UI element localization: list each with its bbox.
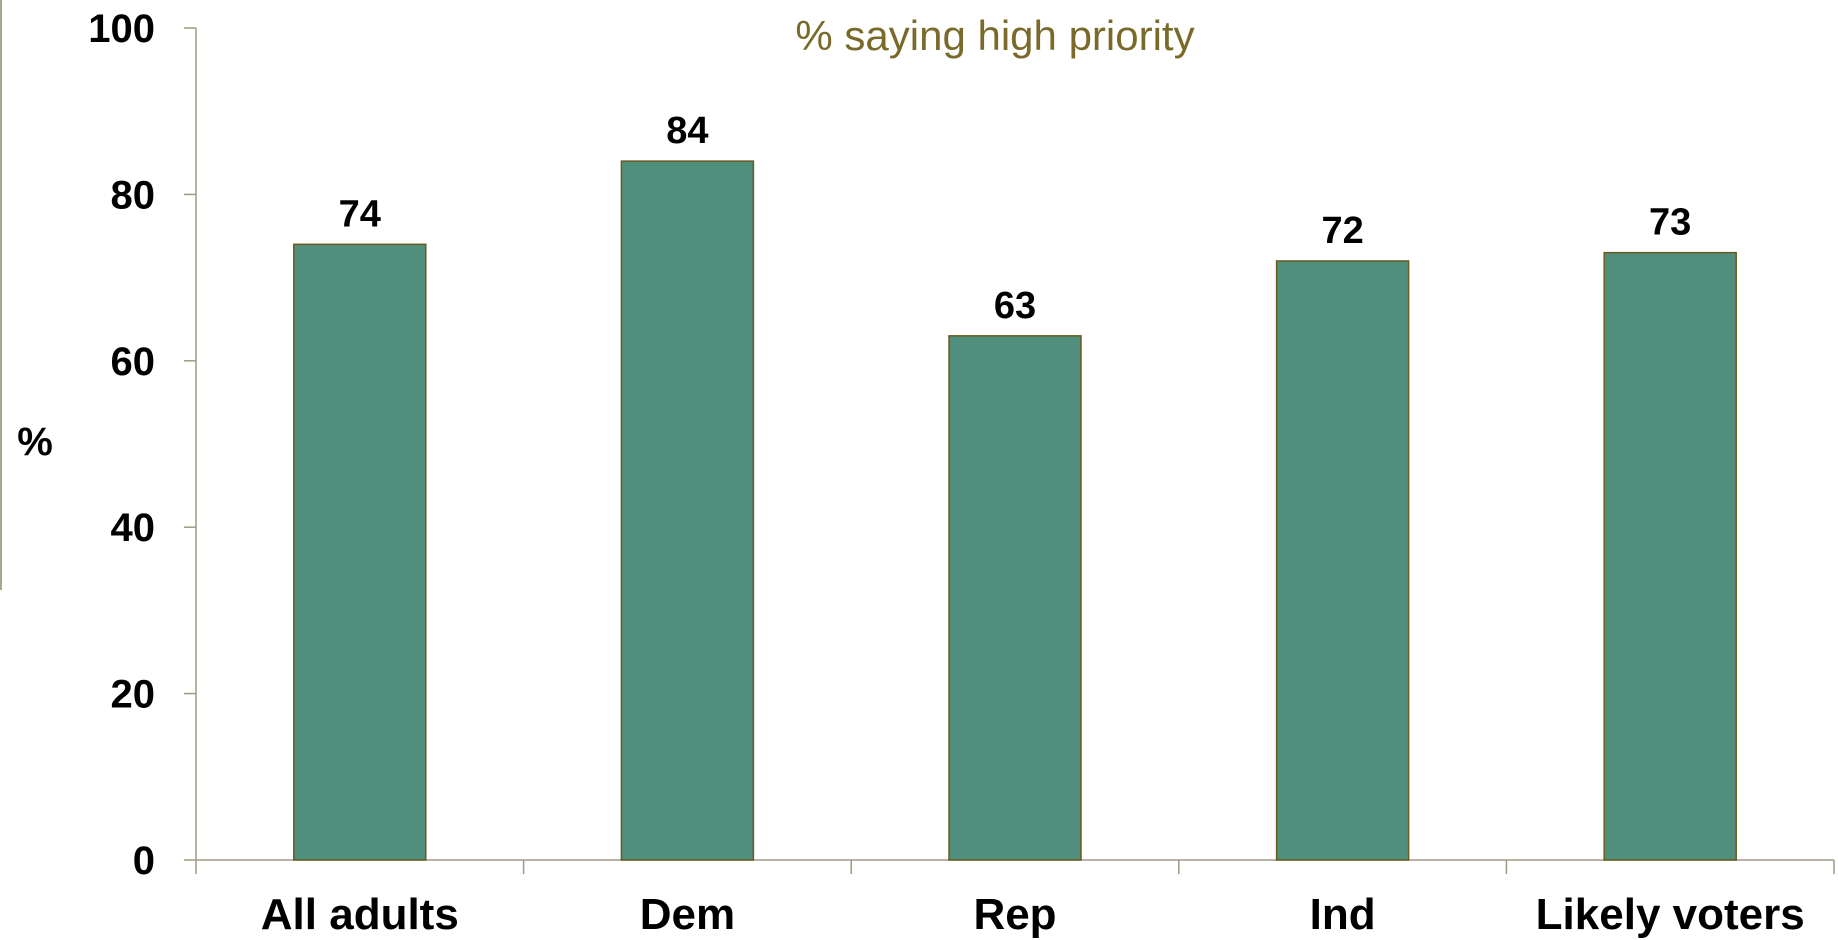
axes [0,0,1834,861]
x-axis-ticks [195,860,1835,874]
bar-value-label: 73 [1649,202,1691,244]
category-labels: All adults Dem Rep Ind Likely voters [261,890,1805,939]
category-label: Dem [640,890,735,939]
category-label: Rep [973,890,1056,939]
value-labels: 74 84 63 72 73 [339,110,1692,327]
bar [1603,251,1737,861]
bar [293,243,427,861]
y-tick-label: 80 [111,173,156,217]
bar [1275,260,1410,861]
y-tick-label: 40 [111,506,156,550]
bar-value-label: 63 [994,285,1036,327]
category-label: Likely voters [1536,890,1805,939]
bar [620,160,755,861]
bar-value-label: 72 [1321,210,1363,252]
y-tick-label: 60 [111,340,156,384]
bars [293,160,1737,861]
bar [948,335,1082,861]
y-tick-label: 0 [133,839,155,883]
category-label: All adults [261,890,459,939]
y-axis-title: % [17,420,53,464]
category-label: Ind [1310,890,1376,939]
y-tick-label: 20 [111,673,156,717]
chart-title: % saying high priority [795,12,1194,59]
y-axis-ticks: 0 20 40 60 80 100 [88,7,196,883]
bar-value-label: 84 [666,110,708,152]
bar-value-label: 74 [339,193,381,235]
y-tick-label: 100 [88,7,155,51]
